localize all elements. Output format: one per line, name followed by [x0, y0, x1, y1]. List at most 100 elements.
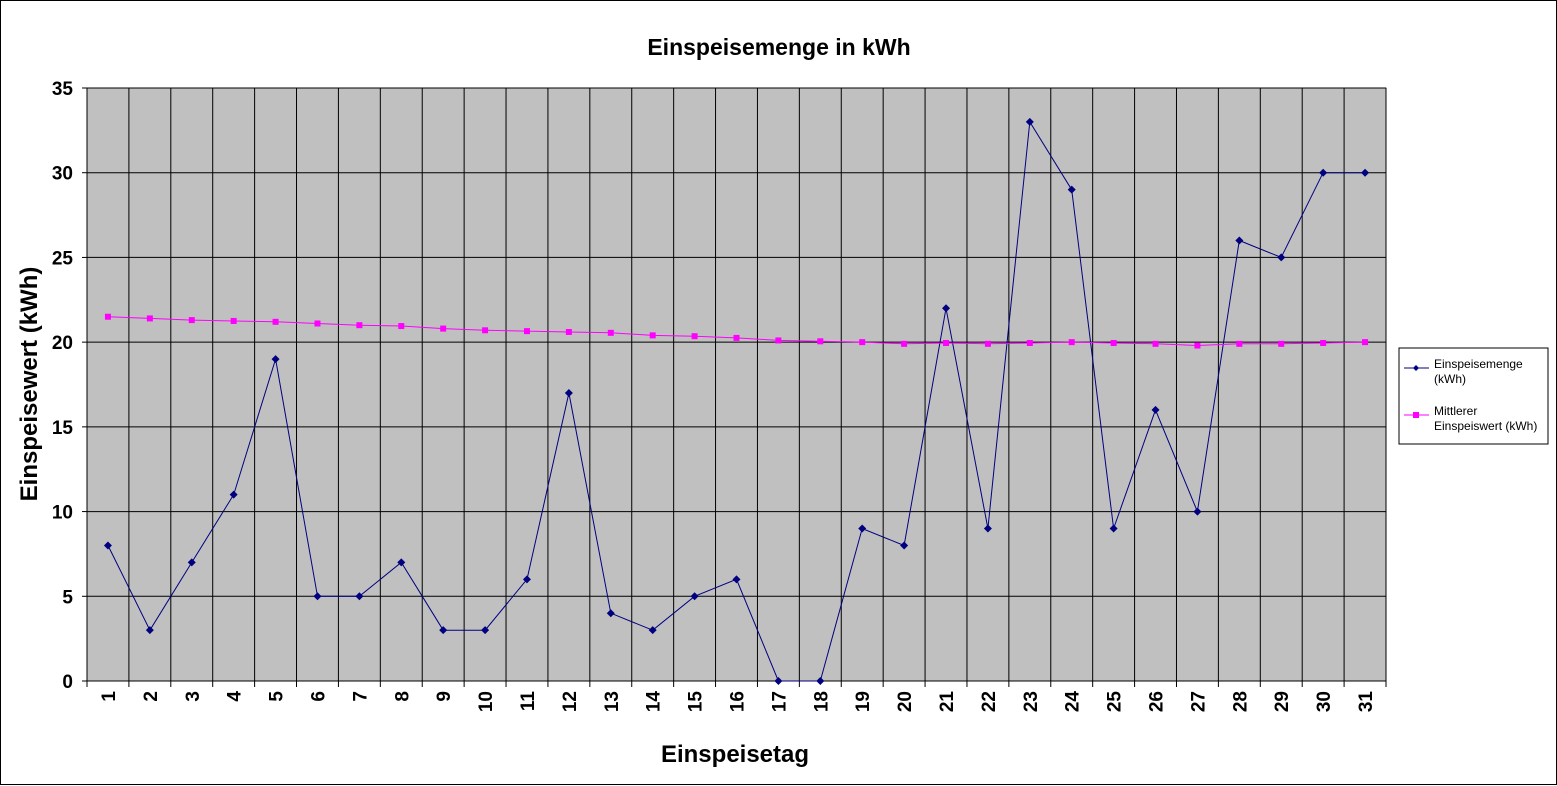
data-point-diamond	[145, 626, 154, 635]
x-tick-label: 10	[476, 691, 497, 712]
legend-marker-square	[1413, 412, 1419, 418]
data-point-diamond	[983, 524, 992, 533]
y-axis-title: Einspeisewert (kWh)	[16, 267, 43, 502]
x-tick-label: 23	[1021, 691, 1042, 712]
data-point-diamond	[900, 541, 909, 550]
x-tick-label: 31	[1356, 691, 1377, 713]
data-point-diamond	[313, 592, 322, 601]
data-point-diamond	[690, 592, 699, 601]
data-point-square	[1026, 339, 1033, 346]
data-point-square	[146, 315, 153, 322]
legend-box	[1398, 347, 1549, 445]
data-point-square	[398, 323, 405, 330]
data-point-diamond	[606, 609, 615, 618]
x-tick-label: 26	[1147, 691, 1168, 712]
x-tick-label: 13	[602, 691, 623, 712]
data-point-square	[272, 318, 279, 325]
x-tick-label: 24	[1063, 691, 1084, 713]
legend: Einspeisemenge(kWh) MittlererEinspeiswert…	[1398, 347, 1549, 445]
data-point-diamond	[1319, 168, 1328, 177]
data-point-square	[607, 329, 614, 336]
x-tick-label: 4	[225, 691, 246, 702]
y-tick-label: 0	[62, 672, 73, 693]
data-point-diamond	[355, 592, 364, 601]
y-tick-label: 30	[52, 164, 73, 185]
data-point-diamond	[397, 558, 406, 567]
plot-area	[86, 87, 1387, 682]
data-point-square	[1068, 339, 1075, 346]
x-tick-label: 29	[1272, 691, 1293, 712]
data-point-diamond	[732, 575, 741, 584]
legend-label: Einspeisemenge	[1434, 357, 1523, 371]
x-tick-label: 27	[1188, 691, 1209, 712]
x-tick-label: 28	[1230, 691, 1251, 712]
legend-label: Mittlerer	[1434, 404, 1477, 418]
x-tick-label: 2	[141, 691, 162, 702]
data-point-square	[649, 332, 656, 339]
x-tick-label: 7	[350, 691, 371, 702]
legend-marker-diamond	[1413, 365, 1419, 371]
data-point-square	[1236, 340, 1243, 347]
data-point-diamond	[648, 626, 657, 635]
data-point-diamond	[774, 677, 783, 685]
data-point-square	[356, 322, 363, 329]
data-point-diamond	[942, 304, 951, 313]
data-point-diamond	[439, 626, 448, 635]
x-tick-label: 30	[1314, 691, 1335, 712]
x-tick-label: 3	[183, 691, 204, 702]
x-tick-label: 22	[979, 691, 1000, 712]
x-tick-label: 12	[560, 691, 581, 712]
data-point-square	[1110, 339, 1117, 346]
data-point-square	[984, 340, 991, 347]
data-point-diamond	[1067, 185, 1076, 194]
data-point-diamond	[1193, 507, 1202, 516]
x-tick-label: 18	[811, 691, 832, 712]
y-tick-label: 5	[62, 587, 73, 608]
data-point-square	[104, 313, 111, 320]
data-point-square	[1320, 339, 1327, 346]
x-tick-label: 20	[895, 691, 916, 712]
data-point-square	[901, 340, 908, 347]
data-point-square	[817, 338, 824, 345]
data-point-square	[565, 328, 572, 335]
data-point-diamond	[1361, 168, 1370, 177]
x-axis-title: Einspeisetag	[661, 741, 809, 768]
x-tick-label: 6	[308, 691, 329, 702]
x-tick-label: 17	[769, 691, 790, 712]
y-tick-label: 25	[52, 248, 74, 269]
legend-label: Einspeiswert (kWh)	[1434, 419, 1537, 433]
data-point-diamond	[1277, 253, 1286, 262]
data-point-diamond	[1025, 117, 1034, 126]
data-point-diamond	[103, 541, 112, 550]
data-point-square	[1152, 340, 1159, 347]
chart-title: Einspeisemenge in kWh	[647, 34, 910, 60]
data-point-diamond	[522, 575, 531, 584]
legend-label: (kWh)	[1434, 372, 1466, 386]
data-point-square	[943, 339, 950, 346]
x-tick-label: 5	[267, 691, 288, 702]
data-point-diamond	[481, 626, 490, 635]
x-tick-label: 11	[518, 691, 539, 712]
data-point-square	[230, 317, 237, 324]
x-tick-label: 16	[728, 691, 749, 712]
data-point-square	[188, 317, 195, 324]
x-tick-label: 14	[644, 691, 665, 713]
data-point-square	[1278, 340, 1285, 347]
x-tick-label: 21	[937, 691, 958, 713]
data-point-square	[1362, 339, 1369, 346]
data-point-diamond	[816, 677, 825, 685]
data-point-diamond	[858, 524, 867, 533]
y-tick-label: 10	[52, 503, 73, 524]
data-point-square	[775, 337, 782, 344]
data-point-square	[691, 333, 698, 340]
data-point-diamond	[1109, 524, 1118, 533]
data-point-diamond	[229, 490, 238, 499]
x-tick-label: 25	[1105, 691, 1126, 713]
data-point-square	[1194, 342, 1201, 349]
data-point-diamond	[564, 388, 573, 397]
data-point-square	[482, 327, 489, 334]
data-point-diamond	[1235, 236, 1244, 245]
x-tick-label: 19	[853, 691, 874, 712]
